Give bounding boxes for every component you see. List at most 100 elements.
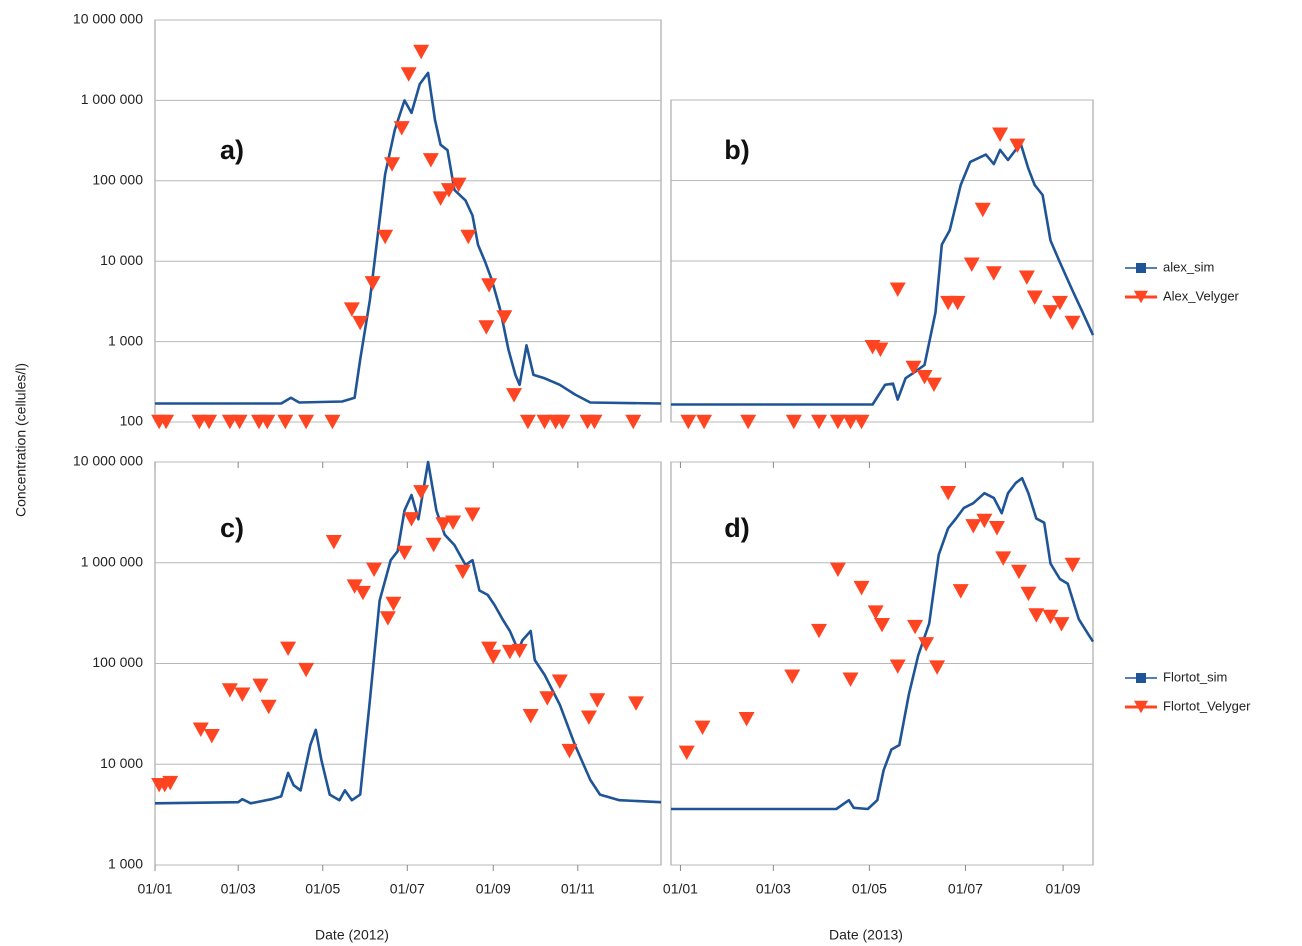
observation-marker: [811, 414, 828, 430]
panel-label: a): [220, 135, 244, 165]
observation-marker: [1051, 295, 1068, 311]
legend-marker: [1136, 263, 1146, 273]
observation-marker: [952, 584, 969, 599]
observation-marker: [561, 743, 578, 759]
observation-marker: [551, 674, 568, 689]
observation-marker: [586, 414, 603, 430]
observation-marker: [985, 266, 1002, 281]
observation-marker: [853, 414, 870, 430]
observation-marker: [259, 414, 276, 430]
y-tick-label: 1 000: [108, 856, 143, 872]
observation-marker: [400, 67, 417, 82]
observation-marker: [988, 521, 1005, 536]
observation-marker: [589, 693, 606, 708]
observation-marker: [481, 641, 498, 656]
observation-marker: [435, 517, 452, 532]
observation-marker: [221, 683, 238, 698]
observation-marker: [260, 699, 277, 715]
y-tick-label: 10 000: [100, 252, 143, 268]
x-tick-label: 01/03: [756, 881, 791, 897]
observation-marker: [325, 534, 342, 550]
observation-marker: [413, 44, 430, 60]
observation-marker: [445, 515, 462, 530]
observation-marker: [366, 562, 383, 578]
observation-marker: [298, 662, 315, 678]
observation-marker: [158, 414, 175, 430]
x-tick-label: 01/11: [561, 881, 595, 897]
sim-line: [154, 460, 662, 805]
sim-line: [671, 142, 1095, 406]
observation-marker: [784, 669, 801, 684]
y-tick-label: 1 000: [108, 332, 143, 348]
observation-marker: [965, 519, 982, 534]
observation-marker: [234, 687, 251, 702]
observation-marker: [343, 302, 360, 317]
y-tick-label: 100 000: [92, 654, 143, 670]
panel-label: c): [220, 513, 244, 543]
observation-marker: [1020, 586, 1037, 602]
legend-label: Flortot_Velyger: [1163, 698, 1251, 713]
observation-marker: [974, 202, 991, 218]
observation-marker: [280, 641, 297, 656]
observation-marker: [680, 414, 697, 430]
observation-marker: [696, 414, 713, 430]
observation-marker: [874, 617, 890, 633]
plot-area: [154, 19, 662, 423]
observation-marker: [454, 564, 471, 580]
observation-marker: [384, 157, 401, 172]
observation-marker: [403, 512, 420, 527]
observation-marker: [162, 775, 179, 791]
observation-marker: [298, 414, 315, 430]
observation-marker: [1042, 609, 1059, 625]
observation-marker: [1028, 608, 1045, 623]
observation-marker: [481, 278, 498, 293]
observation-marker: [829, 562, 846, 578]
observation-marker: [460, 229, 477, 245]
observation-marker: [203, 728, 220, 744]
observation-marker: [992, 127, 1009, 142]
x-tick-label: 01/03: [221, 881, 256, 897]
observation-marker: [379, 611, 396, 626]
observation-marker: [393, 121, 410, 136]
observation-marker: [678, 745, 695, 760]
x-tick-label: 01/09: [476, 881, 511, 897]
observation-marker: [539, 691, 556, 706]
observation-marker: [519, 414, 536, 430]
y-tick-label: 100 000: [92, 172, 143, 188]
observation-marker: [506, 388, 523, 403]
y-tick-label: 10 000: [100, 755, 143, 771]
x-tick-label: 01/07: [390, 881, 425, 897]
observation-marker: [522, 708, 539, 724]
observation-marker: [907, 619, 924, 635]
observation-marker: [554, 414, 571, 430]
observation-marker: [277, 414, 294, 430]
panel-label: d): [724, 513, 749, 543]
observation-marker: [422, 153, 439, 168]
observation-marker: [918, 637, 935, 652]
observation-marker: [385, 596, 402, 612]
legend-marker: [1134, 290, 1148, 304]
sim-line: [671, 476, 1095, 811]
observation-marker: [905, 360, 922, 376]
observation-marker: [252, 678, 269, 694]
x-tick-label: 01/01: [663, 881, 698, 897]
observation-marker: [976, 513, 993, 529]
observation-marker: [811, 623, 828, 639]
observation-marker: [889, 659, 906, 674]
observation-marker: [1009, 138, 1026, 153]
x-tick-label: 01/05: [305, 881, 340, 897]
sim-line: [155, 71, 662, 405]
observation-marker: [478, 320, 495, 335]
observation-marker: [625, 414, 642, 430]
observation-marker: [413, 485, 430, 500]
y-tick-label: 1 000 000: [81, 553, 143, 569]
observation-marker: [432, 191, 449, 206]
observation-marker: [829, 414, 846, 430]
y-tick-label: 10 000 000: [73, 11, 143, 27]
observation-marker: [925, 377, 942, 392]
observation-marker: [377, 229, 394, 245]
observation-marker: [1053, 617, 1070, 632]
observation-marker: [496, 310, 513, 325]
y-tick-label: 10 000 000: [73, 453, 143, 469]
